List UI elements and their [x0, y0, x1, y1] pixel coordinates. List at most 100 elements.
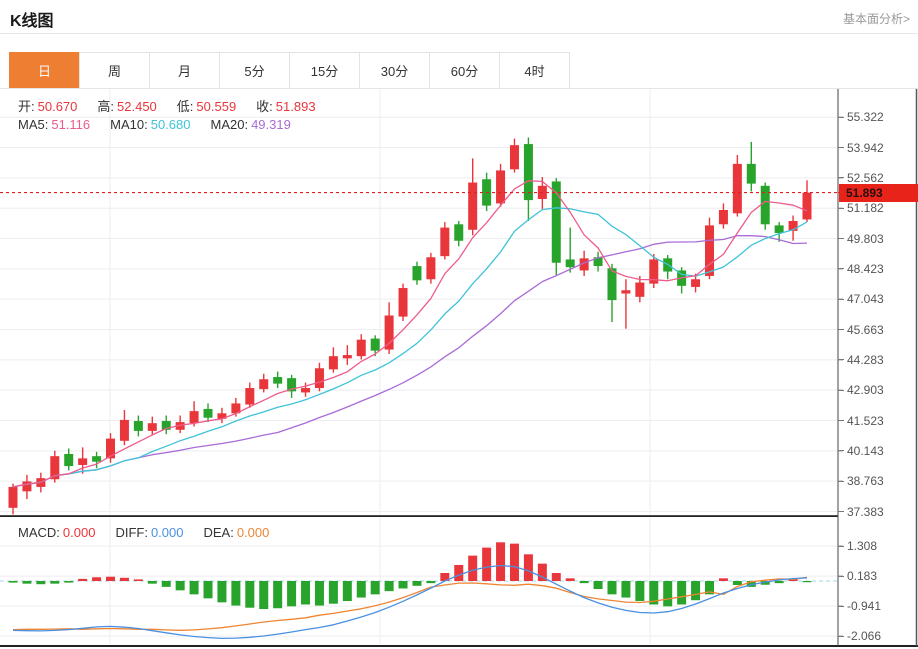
candle-body[interactable]: [579, 258, 589, 271]
candle-body[interactable]: [635, 282, 645, 297]
macd-value-readout: MACD: 0.000: [18, 525, 95, 540]
candlestick-series[interactable]: [8, 137, 812, 515]
candle-body[interactable]: [551, 181, 561, 263]
price-tick-label: 55.322: [839, 110, 917, 124]
ma20-label: MA20:: [210, 117, 249, 132]
macd-bar: [718, 578, 728, 581]
tab-15分[interactable]: 15分: [289, 52, 360, 89]
price-tick-label: 42.903: [839, 383, 917, 397]
tab-周[interactable]: 周: [79, 52, 150, 89]
macd-bar: [370, 581, 380, 595]
ma5-label: MA5:: [18, 117, 49, 132]
candle-body[interactable]: [691, 279, 701, 287]
candle-body[interactable]: [92, 456, 102, 462]
macd-bar: [245, 581, 255, 608]
candle-body[interactable]: [245, 388, 255, 405]
macd-bar: [523, 554, 533, 581]
candle-body[interactable]: [705, 225, 714, 276]
candle-body[interactable]: [161, 421, 171, 430]
kline-chart-area[interactable]: 开: 50.670 高: 52.450 低: 50.559 收: 51.893 MA5:…: [0, 89, 918, 649]
candle-body[interactable]: [119, 419, 129, 441]
candle-body[interactable]: [64, 453, 74, 467]
candle-body[interactable]: [175, 422, 185, 430]
candle-body[interactable]: [426, 257, 436, 280]
candle-body[interactable]: [649, 259, 659, 284]
candle-body[interactable]: [468, 182, 478, 230]
candle-body[interactable]: [802, 192, 812, 220]
macd-bar: [454, 564, 464, 581]
candle-body[interactable]: [565, 259, 575, 268]
candle-body[interactable]: [593, 257, 603, 267]
candle-body[interactable]: [342, 355, 352, 359]
candle-body[interactable]: [774, 225, 784, 234]
candle-body[interactable]: [412, 266, 422, 281]
candle-body[interactable]: [328, 356, 338, 370]
candle-body[interactable]: [440, 227, 450, 257]
ma20-line: [12, 234, 808, 488]
close-readout: 收: 51.893: [256, 96, 315, 115]
macd-bar: [788, 579, 798, 581]
candle-body[interactable]: [50, 456, 60, 480]
tab-30分[interactable]: 30分: [359, 52, 430, 89]
ma20-readout: MA20: 49.319: [210, 117, 290, 132]
candle-body[interactable]: [203, 408, 213, 418]
candle-body[interactable]: [496, 170, 506, 204]
macd-bar: [426, 581, 436, 584]
macd-bar: [691, 581, 701, 601]
candle-body[interactable]: [133, 421, 143, 431]
chart-canvas[interactable]: [0, 89, 918, 649]
price-tick-label: 37.383: [839, 505, 917, 519]
candle-body[interactable]: [523, 144, 533, 201]
candle-body[interactable]: [273, 377, 283, 384]
tab-日[interactable]: 日: [9, 52, 80, 89]
candle-body[interactable]: [106, 438, 116, 459]
candle-body[interactable]: [189, 411, 199, 424]
diff-value: 0.000: [150, 525, 184, 540]
macd-bar: [161, 581, 171, 587]
candle-body[interactable]: [607, 268, 617, 301]
fundamental-analysis-link[interactable]: 基本面分析>: [842, 12, 910, 26]
candle-body[interactable]: [231, 403, 241, 414]
candle-body[interactable]: [370, 338, 380, 351]
macd-bar: [22, 581, 32, 584]
high-value: 52.450: [117, 99, 157, 114]
candle-body[interactable]: [78, 458, 88, 465]
candle-body[interactable]: [147, 423, 157, 431]
candle-body[interactable]: [314, 368, 324, 389]
candle-body[interactable]: [259, 379, 269, 390]
macd-bar: [537, 563, 547, 581]
tab-60分[interactable]: 60分: [429, 52, 500, 89]
candle-body[interactable]: [287, 378, 297, 392]
candle-body[interactable]: [718, 210, 728, 225]
tab-4时[interactable]: 4时: [499, 52, 570, 89]
candle-body[interactable]: [356, 339, 366, 357]
macd-bar: [496, 542, 506, 581]
price-tick-label: 44.283: [839, 353, 917, 367]
candle-body[interactable]: [22, 481, 32, 492]
candle-body[interactable]: [788, 220, 798, 231]
candle-body[interactable]: [454, 224, 464, 241]
low-readout: 低: 50.559: [177, 96, 236, 115]
tab-月[interactable]: 月: [149, 52, 220, 89]
candle-body[interactable]: [732, 163, 742, 214]
tab-5分[interactable]: 5分: [219, 52, 290, 89]
candle-body[interactable]: [746, 163, 756, 184]
high-label: 高:: [97, 99, 115, 114]
macd-bar: [663, 581, 673, 607]
candle-body[interactable]: [760, 185, 770, 225]
tab-bar: 日周月 5分 15分 30分 60分 4时: [9, 52, 570, 89]
open-label: 开:: [18, 99, 35, 114]
candle-body[interactable]: [8, 486, 18, 508]
candle-body[interactable]: [621, 290, 631, 294]
macd-bar: [273, 581, 283, 609]
candle-body[interactable]: [301, 388, 311, 393]
diff-value-readout: DIFF: 0.000: [115, 525, 183, 540]
candle-body[interactable]: [509, 145, 519, 170]
candle-body[interactable]: [384, 315, 394, 350]
candle-body[interactable]: [398, 288, 408, 317]
macd-bar: [384, 581, 394, 592]
macd-tick-label: 0.183: [839, 569, 917, 583]
price-tick-label: 53.942: [839, 141, 917, 155]
candle-body[interactable]: [217, 413, 227, 419]
macd-bar: [342, 581, 352, 602]
